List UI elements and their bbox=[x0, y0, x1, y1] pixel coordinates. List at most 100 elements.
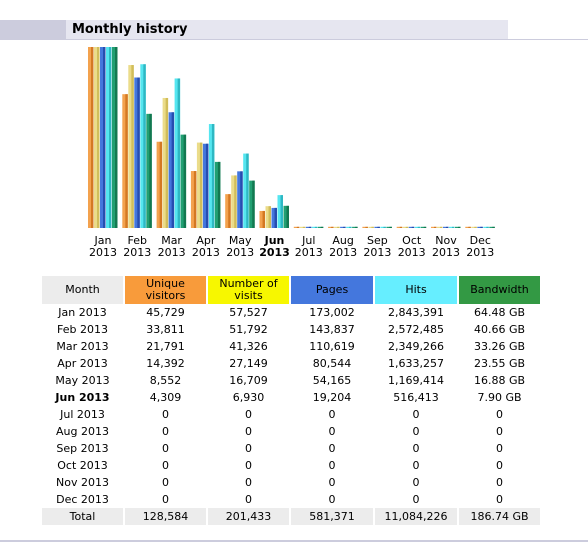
cell-bandwidth: 0 bbox=[496, 476, 503, 489]
x-tick-label: 2013 bbox=[363, 246, 391, 259]
cell-number-of-visits: 0 bbox=[245, 425, 252, 438]
cell-pages: 0 bbox=[328, 476, 336, 489]
cell-pages: 54,165 bbox=[312, 374, 352, 387]
x-tick-label: Feb bbox=[128, 234, 147, 247]
bar-pages bbox=[168, 112, 175, 228]
cell-bandwidth: 23.55 GB bbox=[473, 357, 526, 370]
bar-unique-visitors bbox=[293, 226, 300, 228]
bar-shade-number-of-visits bbox=[337, 226, 340, 228]
bar-number-of-visits bbox=[128, 65, 134, 228]
bar-pages bbox=[305, 226, 312, 228]
cell-bandwidth: 0 bbox=[496, 442, 503, 455]
bar-shade-unique-visitors bbox=[331, 226, 334, 228]
bar-unique-visitors bbox=[328, 226, 334, 228]
bar-unique-visitors bbox=[122, 94, 128, 228]
cell-month: Mar 2013 bbox=[56, 340, 109, 353]
bar-bandwidth bbox=[214, 161, 221, 228]
cell-hits: 1,169,414 bbox=[388, 374, 444, 387]
bar-number-of-visits bbox=[299, 226, 306, 228]
cell-month: Nov 2013 bbox=[56, 476, 109, 489]
cell-unique-visitors: 4,309 bbox=[149, 391, 182, 404]
header-pages: Pages bbox=[291, 276, 373, 304]
bar-shade-number-of-visits bbox=[440, 226, 443, 228]
bar-shade-hits bbox=[417, 226, 421, 228]
bar-shade-bandwidth bbox=[423, 226, 427, 228]
cell-pages: 0 bbox=[328, 408, 336, 421]
cell-bandwidth: 0 bbox=[496, 425, 503, 438]
bar-number-of-visits bbox=[334, 226, 340, 228]
cell-month: Jun 2013 bbox=[55, 391, 110, 404]
cell-number-of-visits: 51,792 bbox=[229, 323, 268, 336]
total-number-of-visits: 201,433 bbox=[208, 508, 289, 525]
bar-shade-pages bbox=[377, 226, 380, 228]
bar-unique-visitors bbox=[156, 141, 163, 228]
cell-month: Aug 2013 bbox=[56, 425, 109, 438]
cell-number-of-visits: 41,326 bbox=[229, 340, 268, 353]
cell-unique-visitors: 0 bbox=[162, 425, 169, 438]
cell-hits: 0 bbox=[412, 493, 420, 506]
bar-shade-unique-visitors bbox=[399, 226, 403, 228]
bar-shade-unique-visitors bbox=[296, 226, 300, 228]
cell-unique-visitors: 0 bbox=[162, 493, 169, 506]
x-tick-label: Oct bbox=[402, 234, 422, 247]
header-bandwidth: Bandwidth bbox=[459, 276, 540, 304]
cell-month: Apr 2013 bbox=[57, 357, 108, 370]
x-tick-label: Jul bbox=[301, 234, 315, 247]
bar-hits bbox=[174, 78, 181, 228]
bar-hits bbox=[277, 195, 283, 228]
cell-unique-visitors: 14,392 bbox=[146, 357, 185, 370]
bar-pages bbox=[477, 226, 483, 228]
bar-pages bbox=[443, 226, 449, 228]
table-row: Nov 2013 0 0 0 0 0 bbox=[42, 474, 540, 491]
bar-shade-bandwidth bbox=[115, 47, 118, 228]
cell-bandwidth: 16.88 GB bbox=[473, 374, 526, 387]
table-row: Dec 2013 0 0 0 0 0 bbox=[42, 491, 540, 508]
bar-bandwidth bbox=[386, 226, 392, 228]
bar-shade-bandwidth bbox=[286, 205, 289, 228]
cell-hits: 0 bbox=[412, 476, 420, 489]
total-unique-visitors: 128,584 bbox=[125, 508, 206, 525]
bar-shade-hits bbox=[486, 226, 489, 228]
bar-hits bbox=[140, 64, 146, 228]
bar-bandwidth bbox=[317, 226, 324, 228]
x-tick-label: Jan bbox=[94, 234, 112, 247]
x-tick-label: Sep bbox=[367, 234, 388, 247]
table-row: Jul 2013 0 0 0 0 0 bbox=[42, 406, 540, 423]
x-tick-label: May bbox=[229, 234, 252, 247]
bar-shade-unique-visitors bbox=[228, 194, 231, 228]
bar-shade-number-of-visits bbox=[199, 142, 203, 228]
bar-shade-bandwidth bbox=[149, 113, 152, 228]
bar-shade-number-of-visits bbox=[474, 226, 477, 228]
bar-shade-unique-visitors bbox=[91, 47, 94, 228]
table-row: Sep 2013 0 0 0 0 0 bbox=[42, 440, 540, 457]
bar-shade-hits bbox=[452, 226, 455, 228]
cell-bandwidth: 0 bbox=[496, 493, 503, 506]
x-tick-label: 2013 bbox=[89, 246, 117, 259]
table-row: Jan 2013 45,729 57,527 173,002 2,843,391 64.4… bbox=[42, 304, 540, 321]
bar-shade-bandwidth bbox=[389, 226, 392, 228]
cell-hits: 2,572,485 bbox=[388, 323, 444, 336]
bar-number-of-visits bbox=[437, 226, 443, 228]
bar-pages bbox=[408, 226, 415, 228]
header-hits: Hits bbox=[375, 276, 457, 304]
header-unique-visitors: Unique visitors bbox=[125, 276, 206, 304]
bar-shade-pages bbox=[103, 47, 106, 228]
bar-shade-bandwidth bbox=[217, 161, 221, 228]
bar-hits bbox=[380, 226, 386, 228]
cell-bandwidth: 33.26 GB bbox=[473, 340, 526, 353]
cell-bandwidth: 7.90 GB bbox=[477, 391, 522, 404]
cell-pages: 173,002 bbox=[309, 306, 355, 319]
cell-unique-visitors: 0 bbox=[162, 442, 169, 455]
bar-hits bbox=[243, 153, 249, 228]
bar-unique-visitors bbox=[396, 226, 403, 228]
bar-shade-unique-visitors bbox=[193, 171, 197, 228]
cell-unique-visitors: 8,552 bbox=[149, 374, 182, 387]
bar-bandwidth bbox=[489, 226, 495, 228]
bar-shade-pages bbox=[205, 143, 209, 228]
cell-pages: 80,544 bbox=[312, 357, 352, 370]
cell-bandwidth: 40.66 GB bbox=[473, 323, 526, 336]
cell-hits: 0 bbox=[412, 442, 420, 455]
x-tick-label: 2013 bbox=[226, 246, 254, 259]
bar-pages bbox=[271, 207, 277, 228]
cell-month: May 2013 bbox=[55, 374, 110, 387]
